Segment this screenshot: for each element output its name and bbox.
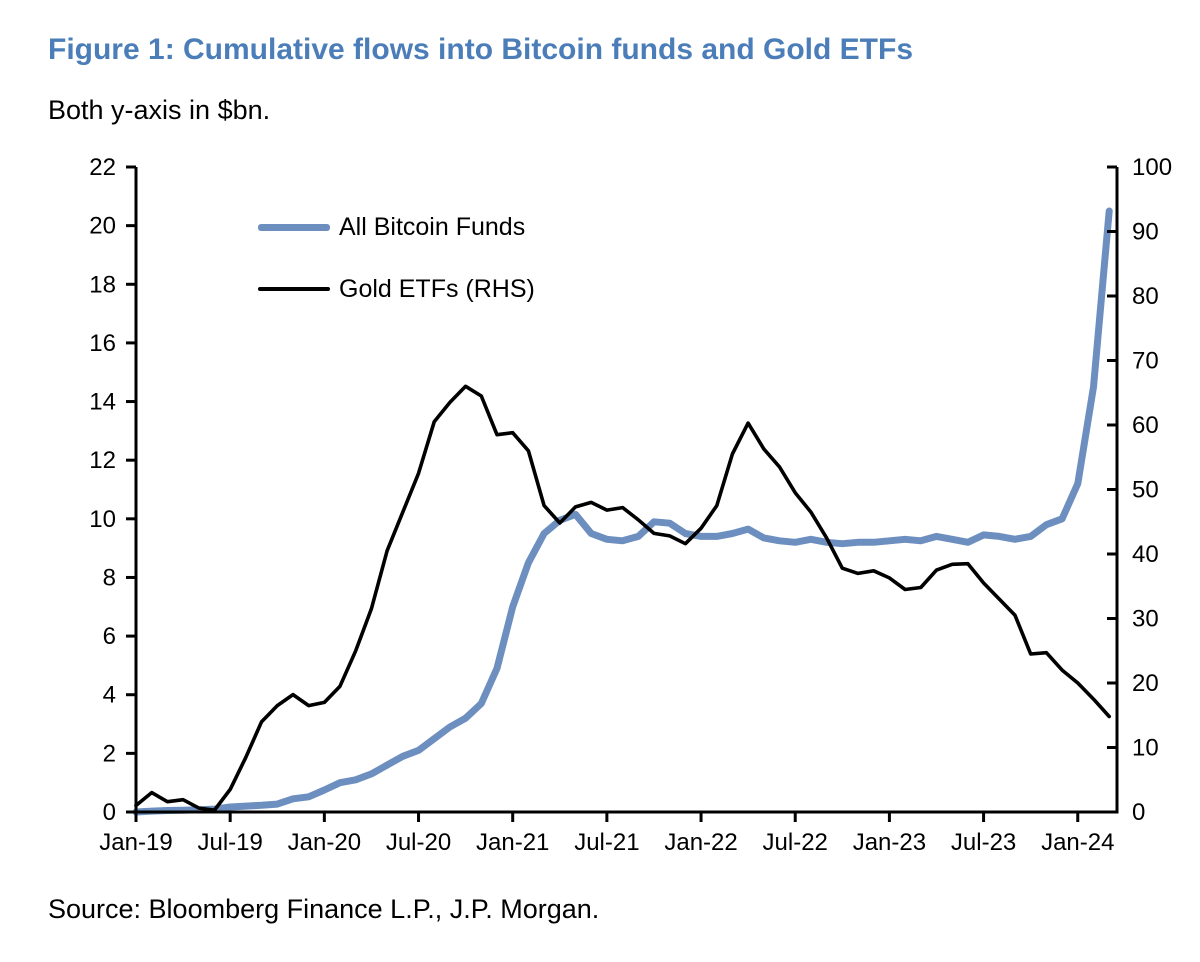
- source-note: Source: Bloomberg Finance L.P., J.P. Mor…: [48, 894, 600, 924]
- left-axis-tick-label: 8: [103, 564, 116, 591]
- right-axis-tick-label: 0: [1132, 799, 1145, 826]
- right-axis-ticks: 0 10 20 30 40 50 60 70 80 90 100: [1107, 154, 1172, 826]
- left-axis-tick-label: 14: [89, 389, 116, 416]
- right-axis-tick-label: 30: [1132, 606, 1159, 633]
- right-axis-tick-label: 50: [1132, 477, 1159, 504]
- x-axis-tick-label: Jul-23: [951, 829, 1016, 856]
- right-axis-tick-label: 40: [1132, 541, 1159, 568]
- x-axis-tick-label: Jan-19: [99, 829, 172, 856]
- legend-item-bitcoin: All Bitcoin Funds: [258, 210, 535, 244]
- bitcoin-funds-line: [132, 207, 1113, 816]
- left-axis-tick-label: 20: [89, 213, 116, 240]
- legend-label-bitcoin: All Bitcoin Funds: [339, 212, 526, 241]
- legend-item-gold: Gold ETFs (RHS): [258, 272, 535, 306]
- left-axis-tick-label: 6: [103, 623, 116, 650]
- right-axis-tick-label: 90: [1132, 219, 1159, 246]
- figure-title: Figure 1: Cumulative flows into Bitcoin …: [48, 33, 914, 66]
- flows-chart: 0 2 4 6 8 10 12 14 16 18 20 22 0 10 20 30 40 50 60 70 80 90 10…: [89, 154, 1172, 856]
- x-axis-tick-label: Jan-22: [664, 829, 737, 856]
- left-axis-tick-label: 0: [103, 799, 116, 826]
- right-axis-tick-label: 80: [1132, 283, 1159, 310]
- x-axis-tick-label: Jan-23: [853, 829, 926, 856]
- left-axis-tick-label: 12: [89, 447, 116, 474]
- left-axis-tick-label: 4: [103, 682, 116, 709]
- right-axis-tick-label: 20: [1132, 670, 1159, 697]
- x-axis-ticks: Jan-19 Jul-19 Jan-20 Jul-20 Jan-21 Jul-21 Jan-…: [99, 812, 1114, 856]
- left-axis-tick-label: 2: [103, 740, 116, 767]
- right-axis-tick-label: 70: [1132, 348, 1159, 375]
- series-lines: [132, 207, 1113, 816]
- left-axis-tick-label: 16: [89, 330, 116, 357]
- x-axis-tick-label: Jan-20: [288, 829, 361, 856]
- x-axis-tick-label: Jul-20: [386, 829, 451, 856]
- bitcoin-line-swatch: [258, 223, 330, 231]
- x-axis-tick-label: Jul-19: [197, 829, 262, 856]
- x-axis-tick-label: Jan-24: [1041, 829, 1114, 856]
- x-axis-tick-label: Jan-21: [476, 829, 549, 856]
- chart-legend: All Bitcoin Funds Gold ETFs (RHS): [258, 210, 535, 306]
- gold-line-swatch: [258, 287, 330, 291]
- figure-subtitle: Both y-axis in $bn.: [48, 95, 271, 125]
- legend-label-gold: Gold ETFs (RHS): [339, 274, 535, 303]
- right-axis-tick-label: 60: [1132, 412, 1159, 439]
- gold-etfs-line: [134, 384, 1111, 812]
- left-axis-tick-label: 18: [89, 271, 116, 298]
- right-axis-tick-label: 10: [1132, 735, 1159, 762]
- right-axis-tick-label: 100: [1132, 154, 1172, 181]
- left-axis-tick-label: 10: [89, 506, 116, 533]
- left-axis-ticks: 0 2 4 6 8 10 12 14 16 18 20 22: [89, 154, 136, 826]
- left-axis-tick-label: 22: [89, 154, 116, 181]
- x-axis-tick-label: Jul-22: [763, 829, 828, 856]
- x-axis-tick-label: Jul-21: [574, 829, 639, 856]
